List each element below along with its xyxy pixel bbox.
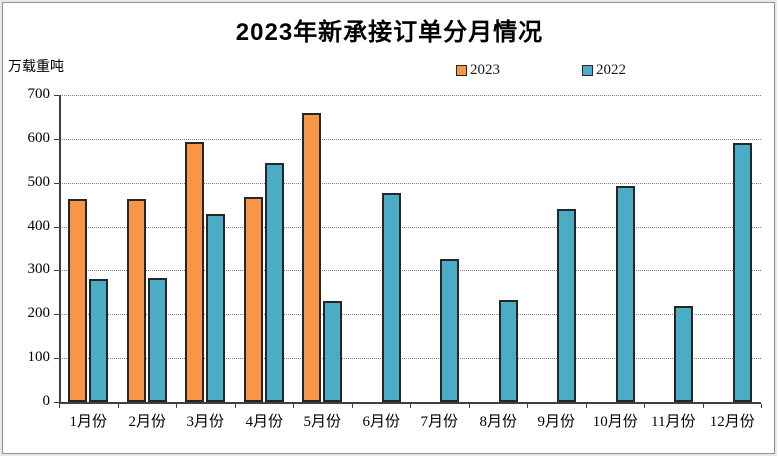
x-axis-line [59, 402, 761, 404]
x-tick [761, 404, 762, 408]
x-tick [176, 404, 177, 408]
y-axis-label: 200 [27, 305, 51, 321]
y-axis-label: 0 [42, 393, 51, 409]
y-axis-label: 300 [27, 261, 51, 277]
gridline-200 [59, 314, 761, 315]
bar-2023-month-4 [244, 197, 263, 402]
x-axis-label: 9月份 [537, 414, 575, 430]
bar-2023-month-5 [302, 113, 321, 402]
bar-2023-month-3 [185, 142, 204, 402]
bar-2022-month-5 [323, 301, 342, 402]
x-tick [586, 404, 587, 408]
bar-2022-month-3 [206, 214, 225, 402]
bar-2022-month-12 [733, 143, 752, 402]
x-axis-label: 11月份 [651, 414, 696, 430]
legend-item-2022: 2022 [582, 62, 626, 79]
chart-title: 2023年新承接订单分月情况 [235, 19, 544, 46]
gridline-600 [59, 139, 761, 140]
x-axis-label: 1月份 [69, 414, 107, 430]
legend-item-2023: 2023 [456, 62, 500, 79]
gridline-500 [59, 183, 761, 184]
gridline-700 [59, 95, 761, 96]
bar-2023-month-2 [127, 199, 146, 402]
x-axis-label: 2月份 [128, 414, 166, 430]
y-tick-300 [54, 270, 59, 271]
x-tick [235, 404, 236, 408]
y-axis-line [59, 95, 61, 403]
y-tick-500 [54, 183, 59, 184]
x-tick [527, 404, 528, 408]
bar-2022-month-7 [440, 259, 459, 402]
x-tick [293, 404, 294, 408]
x-tick [118, 404, 119, 408]
x-axis-label: 10月份 [592, 414, 638, 430]
x-axis-label: 4月份 [245, 414, 283, 430]
bar-2022-month-9 [557, 209, 576, 402]
legend-label-2022: 2022 [596, 62, 626, 78]
y-axis-label: 100 [27, 349, 51, 365]
x-tick [59, 404, 60, 408]
bar-2022-month-8 [499, 300, 518, 402]
x-axis-label: 3月份 [186, 414, 224, 430]
y-tick-600 [54, 139, 59, 140]
legend-swatch-2023 [456, 65, 467, 76]
bar-2022-month-6 [382, 193, 401, 402]
y-axis-unit-label: 万载重吨 [8, 60, 64, 75]
y-axis-label: 600 [27, 130, 51, 146]
x-axis-label: 6月份 [362, 414, 400, 430]
y-tick-200 [54, 314, 59, 315]
x-tick [703, 404, 704, 408]
x-tick [352, 404, 353, 408]
y-tick-0 [54, 402, 59, 403]
bar-2022-month-10 [616, 186, 635, 402]
x-axis-label: 8月份 [479, 414, 517, 430]
x-tick [469, 404, 470, 408]
x-tick [410, 404, 411, 408]
x-tick [644, 404, 645, 408]
y-axis-label: 500 [27, 174, 51, 190]
bar-2022-month-1 [89, 279, 108, 402]
y-tick-100 [54, 358, 59, 359]
bar-2022-month-2 [148, 278, 167, 402]
legend-swatch-2022 [582, 65, 593, 76]
x-axis-label: 12月份 [709, 414, 755, 430]
bar-2022-month-4 [265, 163, 284, 402]
legend-label-2023: 2023 [470, 62, 500, 78]
y-axis-label: 700 [27, 86, 51, 102]
gridline-300 [59, 270, 761, 271]
bar-2022-month-11 [674, 306, 693, 402]
x-axis-label: 5月份 [303, 414, 341, 430]
y-tick-400 [54, 227, 59, 228]
bar-2023-month-1 [68, 199, 87, 402]
y-tick-700 [54, 95, 59, 96]
gridline-100 [59, 358, 761, 359]
gridline-400 [59, 227, 761, 228]
x-axis-label: 7月份 [420, 414, 458, 430]
y-axis-label: 400 [27, 218, 51, 234]
